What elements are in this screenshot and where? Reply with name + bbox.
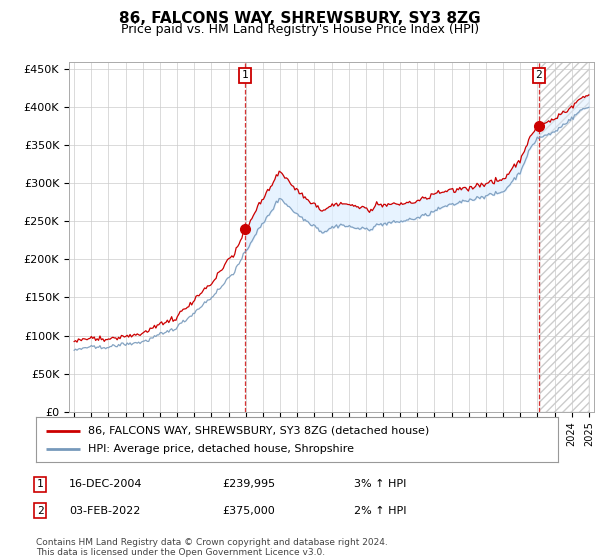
Text: Price paid vs. HM Land Registry's House Price Index (HPI): Price paid vs. HM Land Registry's House … (121, 23, 479, 36)
Text: HPI: Average price, detached house, Shropshire: HPI: Average price, detached house, Shro… (88, 445, 354, 455)
Text: 86, FALCONS WAY, SHREWSBURY, SY3 8ZG (detached house): 86, FALCONS WAY, SHREWSBURY, SY3 8ZG (de… (88, 426, 430, 436)
Text: 1: 1 (37, 479, 44, 489)
Text: Contains HM Land Registry data © Crown copyright and database right 2024.
This d: Contains HM Land Registry data © Crown c… (36, 538, 388, 557)
Text: £239,995: £239,995 (222, 479, 275, 489)
Text: 2: 2 (37, 506, 44, 516)
Text: 3% ↑ HPI: 3% ↑ HPI (354, 479, 406, 489)
Text: 86, FALCONS WAY, SHREWSBURY, SY3 8ZG: 86, FALCONS WAY, SHREWSBURY, SY3 8ZG (119, 11, 481, 26)
Text: 2% ↑ HPI: 2% ↑ HPI (354, 506, 407, 516)
Text: £375,000: £375,000 (222, 506, 275, 516)
Text: 2: 2 (536, 71, 542, 80)
Text: 1: 1 (242, 71, 248, 80)
Text: 16-DEC-2004: 16-DEC-2004 (69, 479, 143, 489)
Text: 03-FEB-2022: 03-FEB-2022 (69, 506, 140, 516)
